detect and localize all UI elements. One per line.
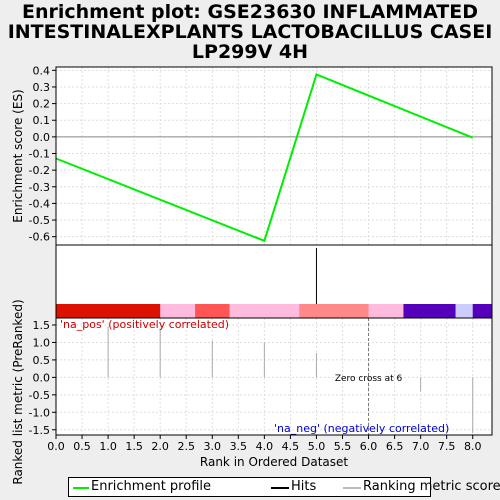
legend-enrichment-label: Enrichment profile: [91, 479, 211, 494]
heatmap-segment: [368, 304, 387, 318]
es-ytick-label: -0.3: [29, 181, 50, 194]
heatmap-segment: [472, 304, 493, 318]
rank-ytick-label: 0.5: [33, 354, 51, 367]
heatmap-segment: [229, 304, 300, 318]
xtick-label: 4.0: [256, 440, 274, 453]
legend-enrichment-swatch: [73, 487, 89, 489]
xtick-label: 7.5: [438, 440, 456, 453]
xlabel: Rank in Ordered Dataset: [200, 455, 348, 469]
es-ytick-label: 0.1: [33, 114, 51, 127]
heatmap-segment: [56, 304, 126, 318]
xtick-label: 6.0: [360, 440, 378, 453]
legend-ranking-swatch: [343, 487, 361, 489]
rank-ytick-label: -0.5: [29, 389, 50, 402]
es-ytick-label: 0.0: [33, 131, 51, 144]
rank-ytick-label: -1.0: [29, 406, 50, 419]
xtick-label: 2.5: [177, 440, 195, 453]
xtick-label: 4.5: [282, 440, 300, 453]
xtick-label: 6.5: [386, 440, 404, 453]
xtick-label: 1.5: [125, 440, 143, 453]
hits-panel: [56, 245, 492, 304]
heatmap-segment: [125, 304, 161, 318]
zero-cross-annotation: Zero cross at 6: [335, 374, 403, 384]
title-line-1: Enrichment plot: GSE23630 INFLAMMATED: [21, 1, 479, 23]
pos-annotation: 'na_pos' (positively correlated): [60, 318, 229, 331]
es-ytick-label: -0.2: [29, 164, 50, 177]
es-ytick-label: 0.4: [33, 64, 51, 77]
title-line-3: LP299V 4H: [191, 41, 309, 63]
ranking-panel: [56, 318, 492, 435]
chart-title: Enrichment plot: GSE23630 INFLAMMATED IN…: [0, 2, 500, 62]
neg-annotation: 'na_neg' (negatively correlated): [274, 422, 449, 435]
xtick-label: 1.0: [99, 440, 117, 453]
xtick-label: 5.5: [334, 440, 352, 453]
es-ytick-label: 0.3: [33, 81, 51, 94]
xtick-label: 8.0: [464, 440, 482, 453]
es-ytick-label: -0.5: [29, 214, 50, 227]
rank-ytick-label: -1.5: [29, 424, 50, 437]
heatmap-segment: [299, 304, 370, 318]
enrichment-profile-line: [55, 73, 474, 243]
heatmap-segment: [195, 304, 230, 318]
es-ylabel: Enrichment score (ES): [11, 89, 25, 222]
xtick-label: 3.5: [230, 440, 248, 453]
es-ytick-label: -0.4: [29, 197, 50, 210]
es-panel: [56, 67, 492, 245]
xtick-label: 0.5: [73, 440, 91, 453]
rank-ytick-label: 1.5: [33, 319, 51, 332]
xtick-label: 7.0: [412, 440, 430, 453]
xtick-label: 3.0: [204, 440, 222, 453]
rank-ytick-label: 1.0: [33, 336, 51, 349]
heatmap-segment: [455, 304, 474, 318]
title-line-2: INTESTINALEXPLANTS LACTOBACILLUS CASEI: [7, 21, 493, 43]
legend-ranking-label: Ranking metric scores: [363, 479, 500, 494]
heatmap-segment: [403, 304, 457, 318]
legend-hits-swatch: [271, 487, 289, 489]
rank-ytick-label: 0.0: [33, 371, 51, 384]
rank-ylabel: Ranked list metric (PreRanked): [11, 299, 25, 484]
xtick-label: 2.0: [151, 440, 169, 453]
heatmap-segment: [160, 304, 196, 318]
ranking-panel-border: [55, 317, 493, 436]
legend-hits-label: Hits: [291, 479, 317, 494]
es-ytick-label: -0.6: [29, 231, 50, 244]
es-ytick-label: -0.1: [29, 148, 50, 161]
xtick-label: 0.0: [47, 440, 65, 453]
es-ytick-label: 0.2: [33, 98, 51, 111]
heatmap-segment: [385, 304, 404, 318]
xtick-label: 5.0: [308, 440, 326, 453]
legend: Enrichment profile Hits Ranking metric s…: [68, 477, 500, 497]
